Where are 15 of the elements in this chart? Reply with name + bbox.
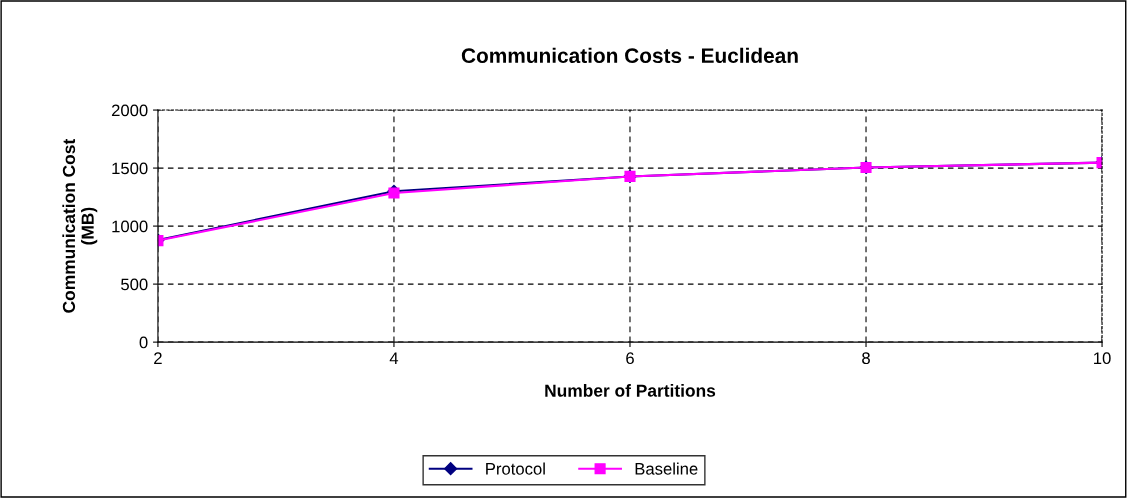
x-tick-label: 2 [154,352,162,364]
x-tick-label: 6 [626,352,634,365]
y-tick-label: 500 [121,278,148,291]
y-axis-title: Communication Cost (MB) [62,139,98,313]
y-tick-label: 0 [139,336,148,349]
legend-label: Baseline [635,462,698,475]
x-tick-label: 8 [862,352,870,365]
legend-label: Protocol [486,462,545,475]
x-tick-label: 10 [1094,352,1111,365]
y-tick-label: 1000 [112,220,148,233]
y-tick-label: 2000 [111,104,148,117]
chart-title: Communication Costs - Euclidean [461,47,798,64]
x-tick-label: 4 [389,352,399,364]
x-axis-title: Number of Partitions [545,384,716,397]
y-tick-label: 1500 [112,162,148,175]
